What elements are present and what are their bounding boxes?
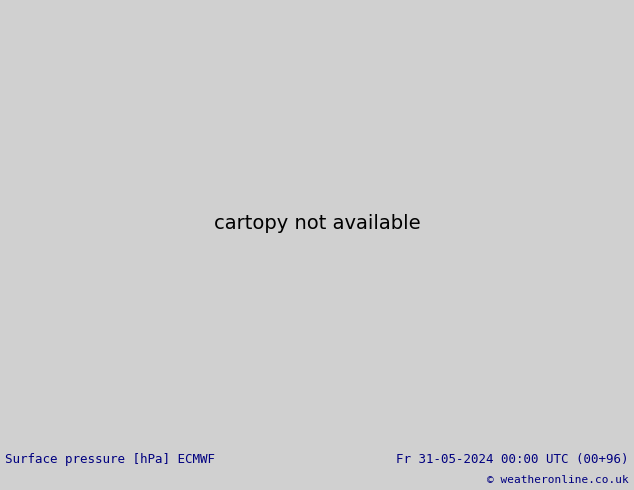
Text: © weatheronline.co.uk: © weatheronline.co.uk [488, 475, 629, 485]
Text: Fr 31-05-2024 00:00 UTC (00+96): Fr 31-05-2024 00:00 UTC (00+96) [396, 453, 629, 466]
Text: cartopy not available: cartopy not available [214, 214, 420, 233]
Text: Surface pressure [hPa] ECMWF: Surface pressure [hPa] ECMWF [5, 453, 215, 466]
